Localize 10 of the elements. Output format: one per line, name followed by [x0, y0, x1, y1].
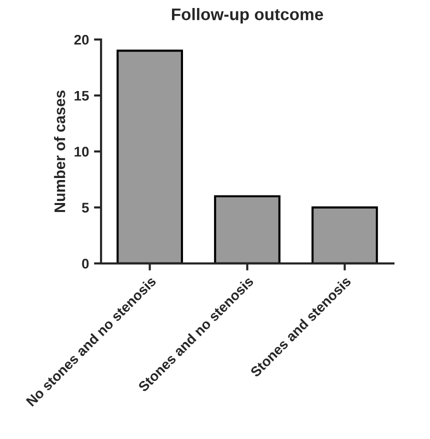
bar	[214, 195, 280, 264]
bar	[312, 206, 378, 264]
y-axis-title: Number of cases	[54, 90, 66, 212]
chart-title: Follow-up outcome	[172, 8, 324, 24]
y-tick-label: 5	[82, 202, 89, 213]
y-tick-label: 20	[74, 34, 89, 45]
bar	[116, 50, 183, 264]
y-tick-label: 10	[74, 146, 89, 157]
y-tick-label: 0	[82, 258, 89, 269]
y-tick-label: 15	[74, 90, 89, 101]
